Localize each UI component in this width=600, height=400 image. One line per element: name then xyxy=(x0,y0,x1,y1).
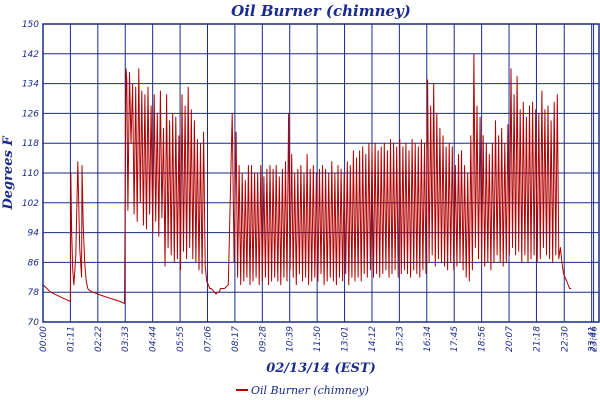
x-tick-label: 16:34 xyxy=(423,326,433,352)
plot-border xyxy=(42,23,600,323)
x-tick-label: 23:46 xyxy=(590,326,600,352)
x-tick-label: 01:11 xyxy=(66,326,76,352)
x-tick-label: 21:18 xyxy=(532,326,542,352)
x-tick-label: 14:12 xyxy=(368,326,378,352)
x-axis-label: 02/13/14 (EST) xyxy=(266,361,376,376)
y-tick-label: 142 xyxy=(22,50,39,60)
x-tick-label: 13:01 xyxy=(341,326,351,352)
y-tick-label: 78 xyxy=(28,288,40,298)
series-layer xyxy=(42,53,572,304)
y-tick-label: 110 xyxy=(22,169,39,179)
x-tick-label: 04:44 xyxy=(149,326,159,352)
x-tick-label: 15:23 xyxy=(395,326,405,352)
x-tick-label: 08:17 xyxy=(231,326,241,352)
y-tick-label: 126 xyxy=(22,109,39,119)
x-tick-label: 03:33 xyxy=(121,326,131,352)
x-tick-label: 07:06 xyxy=(203,326,213,352)
legend-label: Oil Burner (chimney) xyxy=(251,384,369,397)
series-line xyxy=(42,53,572,304)
x-tick-label: 18:56 xyxy=(478,326,488,352)
x-tick-label: 11:50 xyxy=(313,326,323,352)
x-tick-label: 17:45 xyxy=(450,326,460,352)
x-tick-label: 20:07 xyxy=(505,326,515,352)
legend: Oil Burner (chimney) xyxy=(236,384,369,397)
y-tick-label: 70 xyxy=(28,318,40,328)
x-tick-label: 23:41 xyxy=(588,326,598,352)
y-tick-label: 134 xyxy=(22,80,39,90)
x-tick-label: 22:30 xyxy=(560,326,570,352)
y-tick-label: 86 xyxy=(28,258,40,268)
y-tick-label: 102 xyxy=(22,199,39,209)
y-tick-label: 150 xyxy=(22,20,39,30)
y-tick-label: 94 xyxy=(28,229,40,239)
y-tick-labels: 70 78 86 94 102 110 118 126 134 142 150 xyxy=(22,20,39,328)
x-tick-labels: 00:00 01:11 02:22 03:33 04:44 05:55 07:06 08:17… xyxy=(39,326,600,352)
x-tick-label: 02:22 xyxy=(94,326,104,352)
x-tick-label: 00:00 xyxy=(39,326,49,352)
chart-title: Oil Burner (chimney) xyxy=(231,2,411,20)
y-tick-label: 118 xyxy=(22,139,39,149)
x-tick-label: 10:39 xyxy=(286,326,296,352)
y-axis-label: Degrees F xyxy=(1,136,16,211)
x-tick-label: 09:28 xyxy=(258,326,268,352)
x-tick-label: 05:55 xyxy=(176,326,186,352)
